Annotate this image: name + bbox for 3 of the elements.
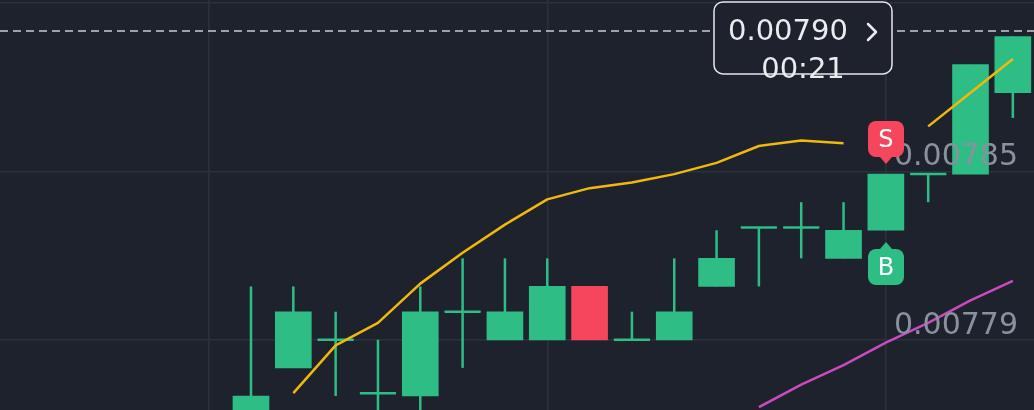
annotation: B: [867, 249, 904, 286]
ref-line-label: 0.00790: [728, 13, 848, 48]
annotation: S: [878, 125, 894, 154]
